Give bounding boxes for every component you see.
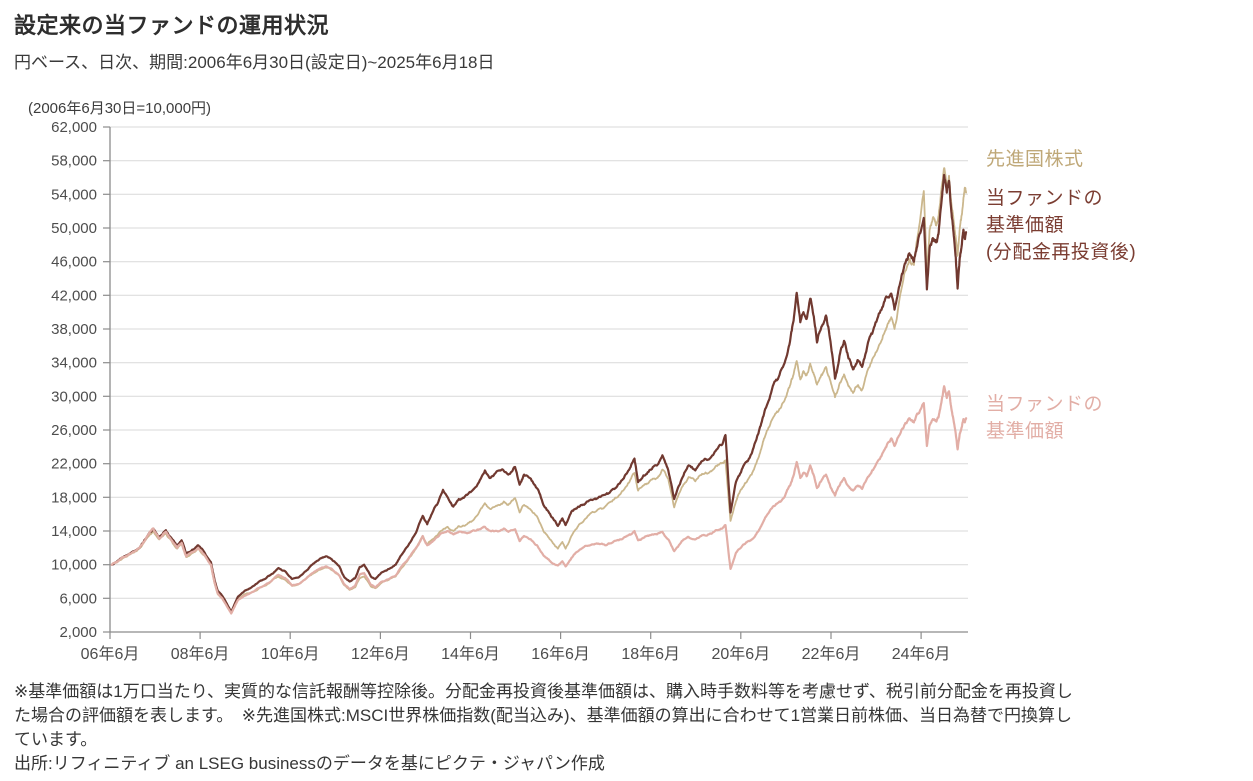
svg-text:08年6月: 08年6月 [171, 645, 230, 663]
svg-text:14,000: 14,000 [51, 523, 97, 540]
svg-text:42,000: 42,000 [51, 287, 97, 304]
svg-text:62,000: 62,000 [51, 119, 97, 136]
svg-text:26,000: 26,000 [51, 422, 97, 439]
svg-text:38,000: 38,000 [51, 321, 97, 338]
svg-text:30,000: 30,000 [51, 388, 97, 405]
svg-text:12年6月: 12年6月 [351, 645, 410, 663]
svg-text:50,000: 50,000 [51, 220, 97, 237]
footnote-line-1: ※基準価額は1万口当たり、実質的な信託報酬等控除後。分配金再投資後基準価額は、購… [14, 682, 1073, 701]
svg-text:2,000: 2,000 [59, 624, 97, 641]
svg-text:16年6月: 16年6月 [531, 645, 590, 663]
svg-text:14年6月: 14年6月 [441, 645, 500, 663]
legend-fund-reinvested-line2: 基準価額 [986, 215, 1065, 236]
svg-text:10,000: 10,000 [51, 557, 97, 574]
legend-fund-reinvested-line3: (分配金再投資後) [986, 242, 1137, 263]
svg-text:6,000: 6,000 [59, 590, 97, 607]
svg-text:24年6月: 24年6月 [892, 645, 951, 663]
svg-text:20年6月: 20年6月 [711, 645, 770, 663]
svg-text:18,000: 18,000 [51, 489, 97, 506]
footnote-line-2: た場合の評価額を表します。 ※先進国株式:MSCI世界株価指数(配当込み)、基準… [14, 706, 1073, 725]
legend-fund-nav: 当ファンドの 基準価額 [986, 391, 1103, 445]
base-value-note: (2006年6月30日=10,000円) [28, 100, 212, 117]
svg-text:06年6月: 06年6月 [81, 645, 140, 663]
page-title: 設定来の当ファンドの運用状況 [14, 13, 330, 38]
footnote-line-3: ています。 [14, 730, 98, 749]
svg-text:22年6月: 22年6月 [802, 645, 861, 663]
svg-text:22,000: 22,000 [51, 456, 97, 473]
footnote-block: ※基準価額は1万口当たり、実質的な信託報酬等控除後。分配金再投資後基準価額は、購… [14, 680, 1073, 776]
legend-benchmark: 先進国株式 [986, 146, 1084, 173]
legend-fund-nav-line1: 当ファンドの [986, 394, 1104, 415]
legend-fund-reinvested: 当ファンドの 基準価額 (分配金再投資後) [986, 185, 1136, 266]
performance-line-chart: 2,000 6,000 10,000 14,000 18,000 22,000 26,000… [51, 119, 968, 663]
svg-text:58,000: 58,000 [51, 153, 97, 170]
svg-text:10年6月: 10年6月 [261, 645, 320, 663]
legend-fund-nav-line2: 基準価額 [986, 421, 1065, 442]
svg-text:18年6月: 18年6月 [621, 645, 680, 663]
legend-benchmark-label: 先進国株式 [986, 149, 1084, 170]
legend-fund-reinvested-line1: 当ファンドの [986, 188, 1104, 209]
svg-text:34,000: 34,000 [51, 355, 97, 372]
footnote-source-line: 出所:リフィニティブ an LSEG businessのデータを基にピクテ・ジャ… [14, 754, 605, 773]
svg-text:46,000: 46,000 [51, 254, 97, 271]
chart-subtitle: 円ベース、日次、期間:2006年6月30日(設定日)~2025年6月18日 [14, 53, 495, 72]
svg-text:54,000: 54,000 [51, 186, 97, 203]
